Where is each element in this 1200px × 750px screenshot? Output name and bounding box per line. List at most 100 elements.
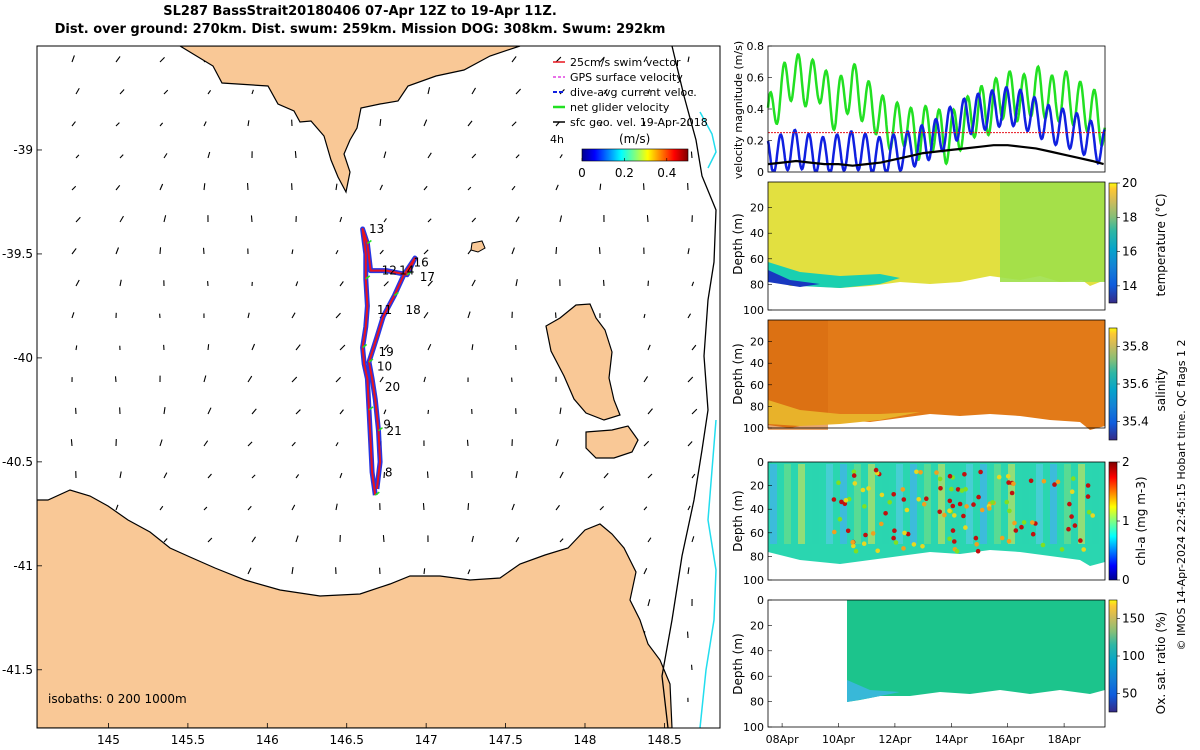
day-label: 14 <box>399 264 414 278</box>
cb-tick-label: 14 <box>1122 279 1137 293</box>
chl-dot <box>831 497 837 502</box>
vector-arrow <box>427 218 432 223</box>
chl-dot <box>887 500 892 505</box>
vector-arrow <box>423 311 429 319</box>
chl-dot <box>900 487 906 492</box>
vector-arrow <box>382 535 385 543</box>
land-small-island <box>470 240 486 253</box>
vector-arrow <box>294 151 297 159</box>
legend-gps: GPS surface velocity <box>570 71 683 84</box>
track-net-vector <box>365 275 371 280</box>
velocity-panel: 0 0.2 0.4 0.6 0.8 velocity magnitude (m/s) <box>732 40 1106 179</box>
map-ytick-label: -39.5 <box>2 247 33 261</box>
chl-dot <box>832 529 837 535</box>
day-label: 10 <box>377 359 392 373</box>
land-wilsons-promontory <box>178 46 521 194</box>
chl-dot <box>990 500 995 505</box>
chl-dot <box>954 548 960 554</box>
chl-dot <box>851 469 857 475</box>
chl-dot <box>1021 520 1027 525</box>
vector-arrow <box>163 153 168 159</box>
vector-arrow <box>732 441 735 446</box>
vector-arrow <box>515 88 522 95</box>
vector-arrow <box>643 56 648 63</box>
chl-band <box>896 464 903 544</box>
vector-arrow <box>339 472 343 479</box>
time-series-panels: 0 0.2 0.4 0.6 0.8 velocity magnitude (m/s) 2… <box>731 40 1188 746</box>
isobath-label: isobaths: 0 200 1000m <box>48 692 187 706</box>
vector-arrow <box>71 248 77 255</box>
vector-arrow <box>555 504 560 511</box>
chl-dot <box>1009 490 1015 496</box>
isobath-200m <box>661 46 717 728</box>
day-label: 12 <box>382 264 397 278</box>
vector-arrow <box>207 537 213 543</box>
colorbar-unit: (m/s) <box>619 132 650 146</box>
chl-dot <box>879 521 884 527</box>
time-axis-ticks: 08Apr 10Apr 12Apr 14Apr 16Apr 18Apr <box>766 723 1082 746</box>
track-swim <box>361 228 416 496</box>
vector-arrow <box>471 153 477 159</box>
chl-band <box>938 464 945 544</box>
salinity-bottom <box>768 400 920 426</box>
vector-arrow <box>599 183 602 191</box>
cb-tick-label: 0 <box>1122 573 1130 587</box>
vector-arrow <box>159 57 165 63</box>
velocity-colorbar <box>581 148 689 162</box>
chl-band <box>798 464 805 544</box>
sfc-geo-velocity-line <box>767 144 1104 167</box>
vector-arrow <box>251 408 257 415</box>
isobath-1000m <box>699 111 717 728</box>
day-label: 9 <box>383 418 391 432</box>
chl-dot <box>1028 478 1034 484</box>
day-label: 13 <box>369 222 384 236</box>
temperature-ylabel: Depth (m) <box>731 213 745 274</box>
oxygen-colorbar-ticks: 150 100 50 <box>1117 612 1145 700</box>
temperature-cblabel: temperature (°C) <box>1154 194 1168 297</box>
chl-dot <box>1081 547 1086 552</box>
vector-arrow <box>555 56 562 63</box>
vector-arrow <box>423 249 429 255</box>
temperature-colorbar <box>1108 182 1118 304</box>
chl-dot <box>950 503 956 509</box>
vector-arrow <box>467 120 473 127</box>
vector-arrow <box>687 505 691 511</box>
chl-dot <box>873 467 879 473</box>
vector-arrow <box>687 313 692 319</box>
map-ytick-label: -40.5 <box>2 455 33 469</box>
vector-arrow <box>647 473 653 479</box>
oxygen-axes: 0 20 40 60 80 100 <box>743 594 772 734</box>
vector-arrow <box>71 312 75 319</box>
depth-tick-label: 80 <box>750 696 764 709</box>
track-net-vector <box>406 271 412 276</box>
vector-arrow <box>735 599 736 606</box>
vector-arrow <box>339 344 346 351</box>
map-xtick-label: 145.5 <box>171 733 205 747</box>
map-xtick-label: 147 <box>415 733 438 747</box>
legend-swim: 25cm/s swim vector <box>570 56 681 69</box>
time-tick-label: 18Apr <box>1048 733 1082 746</box>
chl-dot <box>959 488 965 493</box>
vector-arrow <box>647 599 651 607</box>
chl-dots <box>831 467 1095 554</box>
chl-band <box>1036 464 1043 544</box>
vector-arrow <box>159 183 164 191</box>
time-tick-label: 16Apr <box>991 733 1025 746</box>
chl-dot <box>937 509 942 515</box>
day-label: 11 <box>377 303 392 317</box>
vector-arrow <box>119 89 125 95</box>
velocity-ylabel: velocity magnitude (m/s) <box>732 41 745 179</box>
depth-tick-label: 20 <box>750 480 764 493</box>
vector-arrow <box>75 87 80 95</box>
time-tick-label: 14Apr <box>935 733 969 746</box>
chl-dot <box>1069 514 1074 519</box>
chl-dot <box>1040 542 1046 548</box>
chl-dot <box>1085 483 1091 488</box>
vel-ytick-label: 0.4 <box>747 103 765 116</box>
vector-arrow <box>71 55 75 63</box>
chl-dot <box>842 501 848 507</box>
vector-arrow <box>75 345 78 351</box>
vector-arrow <box>423 119 428 127</box>
chl-band <box>826 464 833 544</box>
